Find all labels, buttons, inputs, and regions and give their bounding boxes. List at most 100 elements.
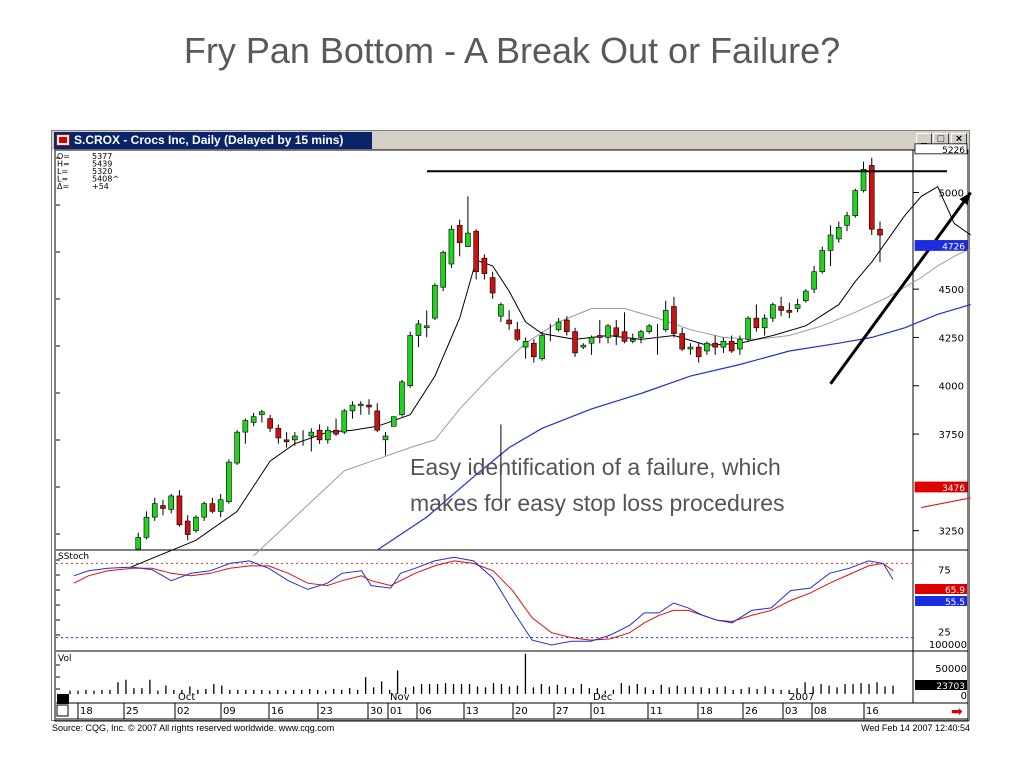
annotation-text: Easy identification of a failure, which [410, 454, 781, 480]
x-axis-date-label: 18 [700, 706, 713, 717]
x-axis-date-label: 01 [390, 706, 403, 717]
x-axis-month-label: 2007 [789, 692, 814, 703]
moving-average-mid [253, 248, 971, 557]
candle-body [481, 257, 488, 274]
candle-body [201, 503, 207, 518]
candle-body [283, 439, 290, 443]
price-tag [914, 481, 968, 493]
candle-body [835, 226, 842, 240]
candle-body [605, 325, 611, 338]
stochastic-tick-label: 25 [938, 627, 951, 638]
x-axis-date-label: 01 [593, 706, 606, 717]
candle-body [325, 429, 331, 441]
stochastic-value-label: 65.9 [945, 586, 965, 596]
window-title: S.CROX - Crocs Inc, Daily (Delayed by 15… [74, 133, 344, 147]
candle-body [629, 339, 636, 342]
x-axis-date-label: 11 [650, 706, 663, 717]
volume-tick-label: 0 [961, 691, 967, 702]
ohlc-readout-label: O= [57, 152, 70, 161]
x-axis-date-label: 16 [271, 706, 284, 717]
ohlc-readout-value: 5377 [92, 152, 112, 161]
candle-body [539, 335, 545, 359]
candle-body [160, 505, 166, 509]
price-tick-label: 3750 [939, 430, 964, 441]
candle-body [745, 317, 751, 340]
candle-body [770, 304, 776, 319]
candle-body [868, 165, 875, 230]
candle-body [720, 341, 727, 348]
nav-arrow-icon: ➡ [951, 704, 963, 720]
candle-body [531, 342, 537, 358]
ohlc-readout-value: 5439 [92, 160, 112, 169]
x-axis-date-label: 02 [177, 706, 190, 717]
stochastic-value-tag [915, 596, 967, 606]
price-tick-label: 4000 [939, 382, 964, 393]
x-axis-date-label: 16 [866, 706, 879, 717]
window-caption: S.CROX - Crocs Inc, Daily (Delayed by 15… [54, 132, 372, 149]
x-axis-date-label: 06 [419, 706, 432, 717]
volume-value-label: 23703 [936, 682, 965, 692]
x-axis-date-label: 03 [785, 706, 798, 717]
candle-body [778, 306, 784, 311]
candle-body [514, 329, 521, 340]
ohlc-readout-value: 5408^ [92, 175, 119, 184]
candle-body [877, 228, 883, 236]
window-titlebar[interactable]: S.CROX - Crocs Inc, Daily (Delayed by 15… [52, 131, 969, 150]
candle-body [580, 344, 587, 348]
slide-title: Fry Pan Bottom - A Break Out or Failure? [183, 30, 841, 71]
moving-average-long [376, 304, 971, 551]
ohlc-readout-label: H= [57, 160, 70, 169]
candle-body [407, 335, 414, 387]
footer-timestamp: Wed Feb 14 2007 12:40:54 [861, 723, 970, 733]
candle-body [275, 427, 282, 439]
x-axis-month-label: Oct [178, 692, 195, 703]
candle-body [135, 537, 142, 550]
trend-arrow [829, 191, 972, 385]
ohlc-readout-label: L= [57, 167, 68, 176]
candle-body [440, 252, 446, 288]
candle-body [399, 381, 405, 416]
volume-scroll-marker [57, 694, 69, 704]
candle-body [193, 516, 199, 531]
candle-body [572, 331, 578, 354]
chart-window: S.CROX - Crocs Inc, Daily (Delayed by 15… [51, 130, 970, 721]
x-axis-date-label: 09 [223, 706, 236, 717]
candle-body [489, 277, 496, 294]
candle-body [794, 304, 801, 309]
trend-arrow-head [959, 192, 971, 206]
ohlc-readout-label: L= [57, 175, 68, 184]
candle-body [333, 429, 339, 435]
candle-body [704, 342, 710, 352]
annotation-text: makes for easy stop loss procedures [410, 490, 785, 516]
candle-body [242, 420, 249, 433]
candle-body [638, 331, 644, 338]
price-tag-label: 5226 [942, 146, 965, 156]
candle-body [292, 435, 298, 441]
candle-body [596, 335, 603, 338]
candle-body [217, 499, 224, 512]
volume-value-tag [915, 680, 967, 690]
candle-body [737, 339, 743, 350]
candle-body [151, 503, 158, 518]
candle-body [390, 416, 397, 427]
candle-body [555, 321, 562, 331]
candle-body [259, 411, 265, 416]
x-axis-date-label: 26 [745, 706, 758, 717]
candle-body [316, 429, 323, 441]
candle-body [522, 341, 529, 348]
ohlc-readout-label: Δ= [57, 182, 69, 191]
candle-body [646, 325, 653, 332]
candle-body [844, 215, 850, 226]
candle-body [753, 317, 760, 329]
candle-body [209, 503, 216, 512]
candle-body [712, 342, 718, 348]
candle-body [786, 310, 793, 313]
candle-body [803, 290, 809, 302]
stochastic-value-label: 55.5 [945, 598, 965, 608]
candle-body [341, 410, 348, 433]
candle-body [250, 416, 257, 423]
candle-body [448, 228, 455, 265]
candle-body [374, 410, 381, 431]
candle-body [679, 333, 685, 350]
x-axis-date-label: 20 [515, 706, 528, 717]
